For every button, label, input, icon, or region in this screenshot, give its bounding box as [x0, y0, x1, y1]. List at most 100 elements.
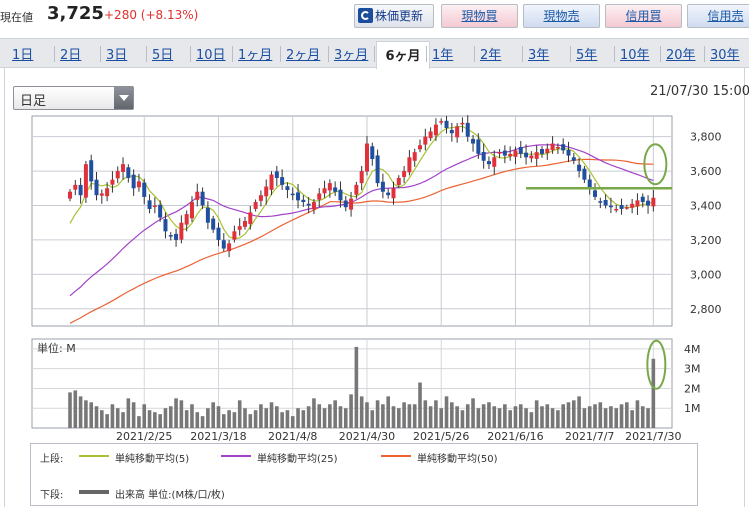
tab-period-12[interactable]: 5年	[576, 48, 598, 63]
candle	[449, 122, 454, 142]
candle	[624, 204, 629, 210]
candle	[486, 156, 491, 170]
volume-bar	[587, 406, 592, 428]
tab-divider	[146, 46, 147, 62]
candle-body	[502, 150, 507, 156]
volume-bar	[492, 406, 497, 428]
volume-bar	[354, 346, 359, 428]
volume-bar	[290, 416, 295, 428]
tab-divider	[704, 46, 705, 62]
candle-body	[205, 207, 210, 223]
candle-body	[232, 231, 237, 240]
tab-period-3[interactable]: 5日	[152, 48, 174, 63]
tab-period-10[interactable]: 2年	[480, 48, 502, 63]
candle	[179, 215, 184, 244]
candle	[227, 239, 232, 258]
candle	[221, 233, 226, 252]
spot-buy-button[interactable]: 現物買	[441, 4, 518, 28]
tab-divider	[280, 46, 281, 62]
candle	[248, 206, 253, 230]
volume-bar	[370, 410, 375, 428]
candle	[566, 141, 571, 163]
candle-body	[593, 190, 598, 197]
candle-body	[327, 183, 332, 191]
tab-period-6[interactable]: 2ヶ月	[286, 48, 321, 63]
volume-bar	[609, 406, 613, 428]
candle-body	[237, 226, 242, 230]
tab-period-15[interactable]: 30年	[710, 48, 740, 63]
volume-bar	[89, 402, 94, 428]
candle-body	[163, 219, 168, 232]
legend-ma50: 単純移動平均(50)	[417, 454, 498, 465]
candle	[439, 118, 444, 125]
tab-period-7[interactable]: 3ヶ月	[334, 48, 369, 63]
ma50-line	[69, 158, 654, 324]
tab-period-9[interactable]: 1年	[432, 48, 454, 63]
tab-period-13[interactable]: 10年	[620, 48, 650, 63]
spot-sell-button[interactable]: 現物売	[523, 4, 600, 28]
volume-bar	[391, 406, 396, 428]
tab-period-0[interactable]: 1日	[12, 48, 34, 63]
margin-buy-button[interactable]: 信用買	[605, 4, 682, 28]
current-price-label: 現在値	[0, 11, 33, 24]
candle-body	[359, 171, 364, 184]
candle	[296, 183, 301, 209]
volume-bar	[540, 406, 544, 428]
volume-bar	[328, 404, 332, 428]
candle	[635, 193, 640, 215]
candle-body	[529, 155, 534, 159]
candle-body	[370, 146, 375, 160]
candle-body	[375, 155, 380, 184]
candle	[518, 140, 523, 159]
candle	[163, 212, 168, 239]
tab-period-1[interactable]: 2日	[60, 48, 82, 63]
refresh-price-button[interactable]: 株価更新	[354, 4, 434, 28]
candle-body	[131, 174, 136, 189]
candle-body	[471, 138, 476, 144]
candle	[476, 133, 481, 159]
volume-bar	[577, 396, 581, 428]
volume-bar	[513, 406, 518, 428]
candle-body	[497, 152, 502, 154]
volume-bar	[105, 414, 109, 428]
volume-bar	[264, 408, 269, 428]
candle	[126, 164, 131, 183]
candle-body	[555, 146, 560, 149]
tab-period-11[interactable]: 3年	[528, 48, 550, 63]
candle-body	[200, 191, 205, 206]
volume-bar	[73, 390, 78, 428]
candle	[502, 145, 507, 164]
margin-sell-button[interactable]: 信用売	[687, 4, 749, 28]
volume-bar	[211, 402, 215, 428]
tab-period-8[interactable]: 6ヶ月	[376, 41, 430, 69]
current-price-value: 3,725	[47, 3, 104, 24]
candle-body	[99, 193, 104, 196]
candle-body	[78, 185, 83, 196]
volume-bar	[126, 398, 131, 428]
candle-body	[492, 157, 497, 167]
candle	[168, 232, 173, 241]
tab-period-14[interactable]: 20年	[666, 48, 696, 63]
volume-bar	[598, 402, 603, 428]
price-tick-label: 3,400	[690, 200, 722, 213]
volume-bar	[142, 404, 147, 428]
chart-interval-select[interactable]: 日足	[13, 86, 134, 110]
volume-bar	[508, 410, 512, 428]
chevron-down-icon	[114, 87, 133, 109]
highlight-circle-volume	[646, 339, 667, 390]
volume-bar	[518, 404, 523, 428]
volume-bar	[184, 410, 189, 428]
candle-body	[486, 161, 491, 165]
volume-bar	[640, 406, 645, 428]
candle	[497, 149, 502, 159]
tab-period-5[interactable]: 1ヶ月	[238, 48, 273, 63]
candle	[577, 158, 582, 178]
tab-period-2[interactable]: 3日	[106, 48, 128, 63]
volume-bar	[450, 402, 454, 428]
tab-period-4[interactable]: 10日	[196, 48, 226, 63]
candle-body	[115, 171, 120, 179]
volume-bar	[471, 398, 475, 428]
volume-bar	[84, 400, 88, 428]
legend-ma5: 単純移動平均(5)	[115, 454, 190, 465]
volume-bar	[460, 410, 465, 428]
